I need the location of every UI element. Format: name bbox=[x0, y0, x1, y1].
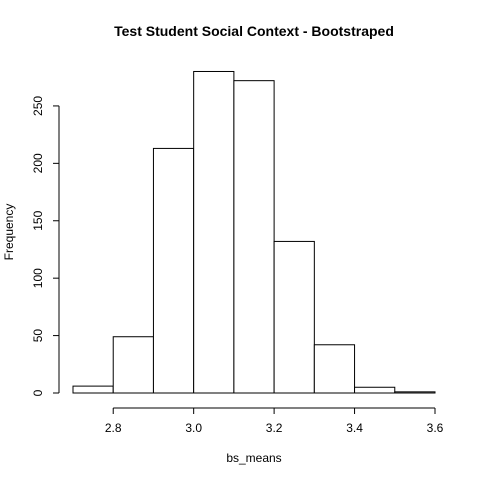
y-tick-label: 50 bbox=[31, 329, 45, 343]
histogram-bar-6 bbox=[273, 240, 315, 394]
y-tick-label: 200 bbox=[31, 153, 45, 173]
histogram-bar-4 bbox=[193, 70, 235, 394]
y-tick-label: 250 bbox=[31, 96, 45, 116]
histogram-bars bbox=[72, 70, 436, 394]
histogram-bar-8 bbox=[354, 386, 396, 394]
x-tick-label: 3.0 bbox=[185, 421, 202, 435]
x-axis-label: bs_means bbox=[226, 451, 281, 465]
y-axis-label: Frequency bbox=[2, 204, 16, 261]
x-tick-label: 3.4 bbox=[346, 421, 363, 435]
y-tick-label: 150 bbox=[31, 210, 45, 230]
x-tick-label: 3.2 bbox=[266, 421, 283, 435]
histogram-bar-1 bbox=[72, 385, 114, 394]
x-tick-label: 3.6 bbox=[427, 421, 444, 435]
histogram-bar-9 bbox=[394, 391, 436, 394]
histogram-bar-7 bbox=[313, 344, 356, 394]
histogram-bar-5 bbox=[233, 80, 275, 394]
histogram-bar-2 bbox=[112, 336, 154, 394]
y-tick-label: 0 bbox=[31, 389, 45, 396]
y-tick-label: 100 bbox=[31, 268, 45, 288]
x-axis: 2.8 3.0 3.2 3.4 3.6 bbox=[105, 407, 444, 435]
histogram-bar-3 bbox=[152, 147, 195, 394]
chart-title: Test Student Social Context - Bootstrape… bbox=[114, 23, 394, 39]
x-tick-label: 2.8 bbox=[105, 421, 122, 435]
y-axis: 0 50 100 150 200 250 bbox=[31, 96, 60, 396]
